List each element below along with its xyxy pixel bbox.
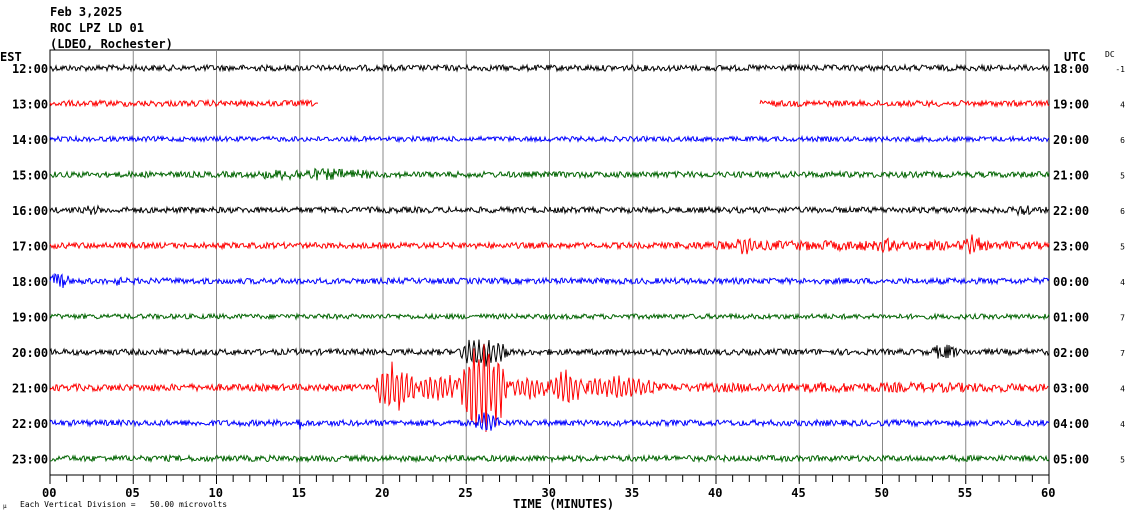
seismic-trace — [49, 453, 1050, 464]
date-label: Feb 3,2025 — [50, 5, 123, 19]
scale-mark: μ — [3, 503, 7, 510]
x-tick-label: 10 — [209, 486, 223, 500]
dc-offset-value: 4 — [1120, 278, 1125, 287]
x-tick-label: 25 — [458, 486, 472, 500]
utc-hour-label: 22:00 — [1053, 204, 1089, 218]
est-hour-label: 12:00 — [12, 62, 48, 76]
seismic-trace — [49, 167, 1050, 182]
est-hour-label: 21:00 — [12, 382, 48, 396]
dc-offset-value: 5 — [1120, 456, 1125, 465]
x-tick-label: 35 — [625, 486, 639, 500]
utc-hour-label: 23:00 — [1053, 240, 1089, 254]
seismic-trace — [49, 273, 1050, 289]
utc-hour-label: 04:00 — [1053, 417, 1089, 431]
utc-hour-label: 03:00 — [1053, 382, 1089, 396]
est-hour-label: 14:00 — [12, 133, 48, 147]
seismic-trace — [49, 412, 1050, 431]
utc-hour-label: 20:00 — [1053, 133, 1089, 147]
scale-text: Each Vertical Division = 50.00 microvolt… — [20, 500, 228, 509]
utc-axis-title: UTC — [1064, 50, 1086, 64]
est-hour-label: 23:00 — [12, 453, 48, 467]
x-tick-label: 05 — [125, 486, 139, 500]
x-axis-label: TIME (MINUTES) — [513, 497, 614, 511]
est-hour-label: 15:00 — [12, 169, 48, 183]
utc-hour-label: 02:00 — [1053, 346, 1089, 360]
est-hour-label: 18:00 — [12, 275, 48, 289]
est-hour-label: 17:00 — [12, 240, 48, 254]
x-tick-label: 15 — [292, 486, 306, 500]
seismic-trace — [49, 204, 1050, 217]
dc-offset-value: 6 — [1120, 136, 1125, 145]
network-label: (LDEO, Rochester) — [50, 37, 173, 51]
dc-offset-value: 4 — [1120, 420, 1125, 429]
est-hour-label: 22:00 — [12, 417, 48, 431]
x-tick-label: 30 — [542, 486, 556, 500]
dc-offset-value: 6 — [1120, 207, 1125, 216]
dc-offset-value: 7 — [1120, 349, 1125, 358]
utc-hour-label: 21:00 — [1053, 169, 1089, 183]
utc-hour-label: 05:00 — [1053, 453, 1089, 467]
seismic-trace — [49, 344, 1049, 433]
dc-offset-value: 5 — [1120, 172, 1125, 181]
seismic-trace — [49, 134, 1050, 144]
est-hour-label: 20:00 — [12, 346, 48, 360]
est-hour-label: 13:00 — [12, 98, 48, 112]
dc-offset-value: 4 — [1120, 385, 1125, 394]
seismic-trace — [49, 63, 1050, 73]
seismic-trace — [49, 98, 1050, 109]
x-tick-label: 60 — [1041, 486, 1055, 500]
dc-offset-value: 5 — [1120, 243, 1125, 252]
dc-offset-value: 7 — [1120, 314, 1125, 323]
x-tick-label: 00 — [42, 486, 56, 500]
dc-title: DC — [1105, 50, 1115, 59]
seismic-trace — [49, 339, 1050, 367]
est-axis-title: EST — [0, 50, 22, 64]
est-hour-label: 19:00 — [12, 311, 48, 325]
utc-hour-label: 00:00 — [1053, 275, 1089, 289]
x-tick-label: 45 — [791, 486, 805, 500]
dc-offset-value: -1 — [1115, 65, 1125, 74]
utc-hour-label: 19:00 — [1053, 98, 1089, 112]
utc-hour-label: 18:00 — [1053, 62, 1089, 76]
station-label: ROC LPZ LD 01 — [50, 21, 144, 35]
x-tick-label: 20 — [375, 486, 389, 500]
utc-hour-label: 01:00 — [1053, 311, 1089, 325]
seismic-trace — [49, 234, 1050, 255]
x-tick-label: 50 — [875, 486, 889, 500]
seismic-trace — [49, 312, 1050, 321]
est-hour-label: 16:00 — [12, 204, 48, 218]
x-tick-label: 40 — [708, 486, 722, 500]
dc-offset-value: 4 — [1120, 101, 1125, 110]
x-tick-label: 55 — [958, 486, 972, 500]
